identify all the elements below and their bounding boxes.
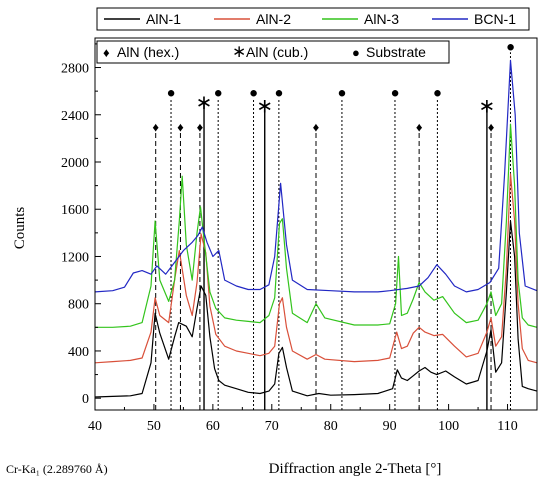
- legend-marker-symbol: ●: [352, 45, 360, 60]
- legend-series-frame: [96, 7, 530, 31]
- y-axis-label: Counts: [12, 207, 28, 250]
- cub-marker: ∗: [256, 96, 273, 118]
- substrate-marker: ●: [249, 84, 258, 101]
- legend-label-bcn-1: BCN-1: [474, 11, 516, 27]
- y-tick-label: 2800: [61, 62, 89, 77]
- y-tick-label: 2400: [61, 109, 89, 124]
- substrate-marker: ●: [433, 84, 442, 101]
- legend-marker-label: AlN (hex.): [117, 44, 179, 60]
- series-line-aln-2: [94, 173, 538, 364]
- x-tick-label: 80: [324, 419, 338, 434]
- series-line-bcn-1: [94, 59, 538, 293]
- y-tick-label: 0: [82, 392, 89, 407]
- hex-marker: ♦: [197, 120, 204, 135]
- series-layer: [94, 59, 538, 398]
- cub-marker: ∗: [196, 92, 213, 114]
- legend-markers-box: ♦ AlN (hex.) ∗ AlN (cub.) ● Substrate: [96, 40, 450, 64]
- series-line-aln-1: [94, 220, 538, 398]
- substrate-marker: ●: [390, 84, 399, 101]
- x-tick-label: 70: [265, 419, 279, 434]
- x-tick-label: 40: [88, 419, 102, 434]
- substrate-marker: ●: [166, 84, 175, 101]
- legend-label-aln-2: AlN-2: [256, 11, 291, 27]
- substrate-marker: ●: [506, 38, 515, 55]
- hex-marker: ♦: [177, 120, 184, 135]
- x-tick-label: 90: [383, 419, 397, 434]
- x-tick-label: 100: [438, 419, 459, 434]
- y-tick-label: 1200: [61, 250, 89, 265]
- y-tick-label: 800: [68, 298, 89, 313]
- hex-marker: ♦: [152, 120, 159, 135]
- radiation-note: Cr-Ka₁ (2.289760 Å): [6, 462, 108, 476]
- x-tick-label: 60: [206, 419, 220, 434]
- plot-frame: [94, 37, 538, 411]
- y-tick-label: 400: [68, 345, 89, 360]
- x-tick-label: 110: [497, 419, 517, 434]
- legend-marker-symbol: ♦: [103, 45, 110, 60]
- legend-markers-frame: [96, 40, 450, 64]
- substrate-marker: ●: [274, 84, 283, 101]
- x-axis-label: Diffraction angle 2-Theta [°]: [269, 461, 442, 477]
- x-tick-label: 50: [147, 419, 161, 434]
- y-tick-label: 1600: [61, 203, 89, 218]
- marker-layer: ♦ ♦ ♦ ♦ ♦ ♦∗ ∗ ∗● ● ● ● ● ● ●●: [152, 38, 515, 134]
- y-tick-label: 2000: [61, 156, 89, 171]
- legend-marker-label: Substrate: [366, 44, 426, 60]
- legend-label-aln-3: AlN-3: [364, 11, 399, 27]
- series-line-aln-3: [95, 123, 538, 328]
- hex-marker: ♦: [416, 120, 423, 135]
- y-axis: 0 400 800 1200 1600 2000 2400 2800: [61, 43, 101, 407]
- legend-series-box: AlN-1 AlN-2 AlN-3 BCN-1: [96, 7, 530, 31]
- substrate-marker: ●: [337, 84, 346, 101]
- x-axis: 40 50 60 70 80 90 100 110: [88, 404, 518, 434]
- legend-label-aln-1: AlN-1: [146, 11, 181, 27]
- reference-lines: [155, 52, 511, 410]
- hex-marker: ♦: [488, 120, 495, 135]
- cub-marker: ∗: [479, 96, 496, 118]
- legend-marker-label: AlN (cub.): [246, 44, 308, 60]
- hex-marker: ♦: [313, 120, 320, 135]
- substrate-marker: ●: [214, 84, 223, 101]
- legend-marker-symbol: ∗: [232, 42, 246, 61]
